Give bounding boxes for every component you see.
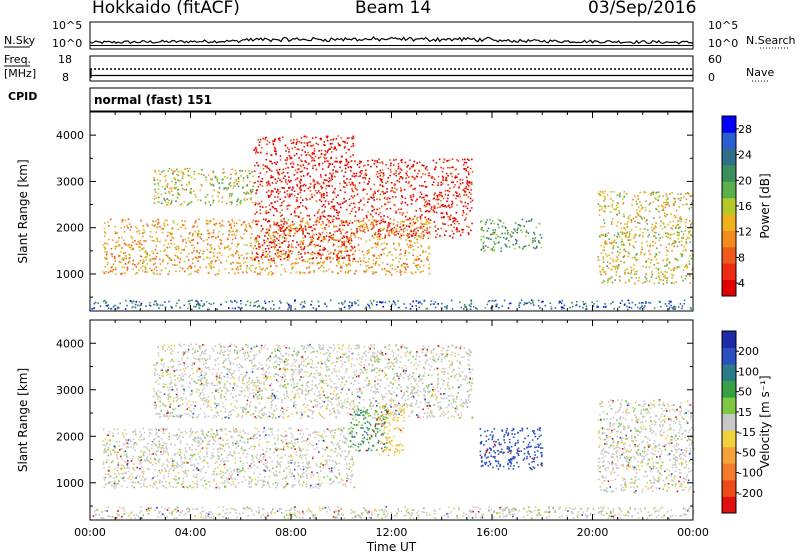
echo-region-1: [102, 218, 431, 276]
nsky-tick-top: 10^5: [52, 19, 82, 32]
x-tick-label-6: 00:00: [677, 526, 709, 539]
colorbar-segment-0-1: [722, 263, 736, 281]
nsky-tick-bottom: 10^0: [52, 37, 82, 50]
cpid-label: CPID: [8, 90, 37, 103]
colorbar-tick-label-1-1: 100: [738, 365, 759, 378]
x-tick-label-1: 04:00: [175, 526, 207, 539]
colorbar-segment-0-9: [722, 132, 736, 150]
rti-frame-0: [89, 111, 694, 312]
colorbar-segment-1-8: [722, 364, 736, 382]
colorbar-segment-1-1: [722, 479, 736, 497]
colorbar-segment-0-6: [722, 181, 736, 199]
echo-region-0: [92, 506, 695, 520]
echo-region-0: [91, 299, 692, 311]
colorbar-segment-0-2: [722, 246, 736, 264]
colorbar-tick-label-0-3: 16: [738, 200, 752, 213]
colorbar-segment-0-3: [722, 230, 736, 248]
nsky-trace: [89, 35, 694, 45]
colorbar-segment-0-10: [722, 116, 736, 133]
nave-tick-bottom: 0: [708, 71, 715, 84]
colorbar-segment-1-7: [722, 380, 736, 398]
y-tick-label-0-0: 1000: [56, 268, 84, 281]
freq-tick-top: 18: [58, 53, 72, 66]
colorbar-tick-label-0-2: 12: [738, 226, 752, 239]
echo-region-4: [353, 158, 474, 239]
echo-region-6: [597, 190, 695, 285]
echo-region-3: [349, 408, 388, 452]
freq-tick-bottom: 8: [62, 71, 69, 84]
nave-tick-top: 60: [708, 53, 722, 66]
y-tick-label-0-3: 4000: [56, 129, 84, 142]
cpid-mode: normal (fast) 151: [94, 93, 212, 107]
nsearch-tick-bottom: 10^0: [708, 37, 738, 50]
freq-label: Freq.: [4, 53, 31, 66]
freq-unit: [MHz]: [4, 67, 36, 80]
colorbar-tick-label-0-6: 28: [738, 123, 752, 136]
echo-region-6: [597, 399, 695, 494]
rti-panel-1: 1000 2000 3000 4000 Slant Range [km] 200 100 50…: [16, 319, 772, 521]
colorbar-segment-1-3: [722, 446, 736, 464]
colorbar-tick-label-0-0: 4: [738, 277, 745, 290]
echo-region-1: [102, 427, 355, 489]
colorbar-segment-0-7: [722, 165, 736, 182]
nave-label: Nave: [746, 66, 774, 79]
colorbar-segment-1-9: [722, 347, 736, 365]
colorbar-tick-label-0-1: 8: [738, 251, 745, 264]
colorbar-segment-1-5: [722, 413, 736, 431]
colorbar-tick-label-1-5: -50: [738, 446, 756, 459]
colorbar-label-1: Velocity [m s⁻¹]: [758, 375, 772, 468]
x-tick-label-5: 20:00: [577, 526, 609, 539]
colorbar-segment-1-2: [722, 463, 736, 481]
x-tick-label-4: 16:00: [476, 526, 508, 539]
echo-region-5: [480, 218, 543, 252]
beam-title: Beam 14: [355, 0, 432, 18]
x-axis-label: Time UT: [366, 540, 417, 554]
echo-region-5: [479, 427, 544, 471]
y-axis-label-1: Slant Range [km]: [16, 368, 30, 472]
echo-region-2: [153, 167, 255, 206]
colorbar-frame-1: [721, 330, 737, 514]
nsearch-label: N.Search: [746, 34, 796, 47]
colorbar-tick-label-1-2: 50: [738, 386, 752, 399]
station-title: Hokkaido (fitACF): [92, 0, 240, 18]
colorbar-tick-label-1-0: 200: [738, 345, 759, 358]
nsearch-tick-top: 10^5: [708, 19, 738, 32]
colorbar-segment-0-4: [722, 214, 736, 231]
echo-region-3: [253, 135, 356, 262]
y-tick-label-0-2: 3000: [56, 175, 84, 188]
colorbar-segment-1-4: [722, 430, 736, 448]
nsky-frame: [89, 21, 694, 50]
x-tick-label-2: 08:00: [275, 526, 307, 539]
colorbar-tick-label-1-4: -15: [738, 426, 756, 439]
colorbar-segment-0-5: [722, 197, 736, 215]
x-tick-label-3: 12:00: [376, 526, 408, 539]
colorbar-tick-label-1-3: 15: [738, 406, 752, 419]
colorbar-tick-label-0-4: 20: [738, 174, 752, 187]
colorbar-tick-label-0-5: 24: [738, 149, 752, 162]
colorbar-segment-1-6: [722, 397, 736, 415]
y-tick-label-1-3: 4000: [56, 337, 84, 350]
rti-frame-1: [89, 319, 694, 521]
date-title: 03/Sep/2016: [588, 0, 697, 18]
echo-region-2: [152, 343, 474, 420]
y-axis-label-0: Slant Range [km]: [16, 159, 30, 263]
colorbar-segment-0-0: [722, 279, 736, 297]
y-tick-label-1-2: 3000: [56, 384, 84, 397]
rti-panel-0: 1000 2000 3000 4000 Slant Range [km] 4 8 12 16 20…: [16, 111, 772, 312]
nsky-label: N.Sky: [4, 34, 36, 47]
x-tick-label-0: 00:00: [74, 526, 106, 539]
y-tick-label-0-1: 2000: [56, 222, 84, 235]
colorbar-segment-1-0: [722, 496, 736, 514]
colorbar-segment-0-8: [722, 148, 736, 166]
y-tick-label-1-1: 2000: [56, 430, 84, 443]
colorbar-segment-1-10: [722, 331, 736, 348]
colorbar-tick-label-1-7: -200: [738, 487, 763, 500]
echo-region-4: [379, 403, 406, 456]
colorbar-tick-label-1-6: -100: [738, 467, 763, 480]
colorbar-label-0: Power [dB]: [758, 173, 772, 238]
cpid-frame: [89, 87, 694, 112]
y-tick-label-1-0: 1000: [56, 477, 84, 490]
